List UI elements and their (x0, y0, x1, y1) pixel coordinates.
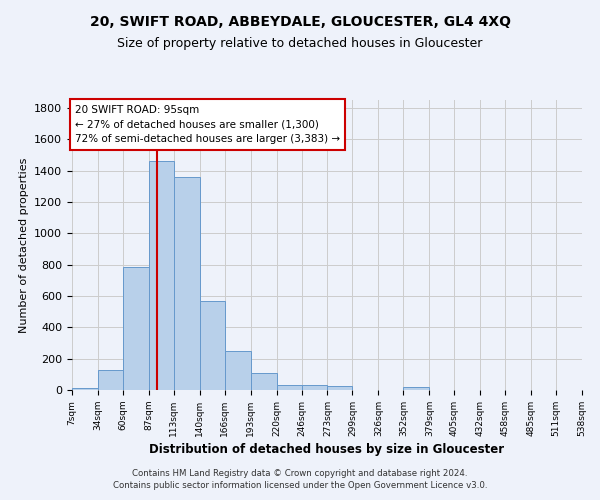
Text: Contains HM Land Registry data © Crown copyright and database right 2024.: Contains HM Land Registry data © Crown c… (132, 468, 468, 477)
Bar (174, 177, 200, 390)
Bar (251, 373, 277, 390)
Bar (149, 161, 174, 390)
Bar (123, 267, 149, 390)
Y-axis label: Number of detached properties: Number of detached properties (19, 158, 29, 332)
Bar (200, 302, 225, 390)
Text: Distribution of detached houses by size in Gloucester: Distribution of detached houses by size … (149, 442, 505, 456)
Bar (328, 386, 352, 390)
Bar (225, 351, 251, 390)
Text: Contains public sector information licensed under the Open Government Licence v3: Contains public sector information licen… (113, 481, 487, 490)
Text: 20, SWIFT ROAD, ABBEYDALE, GLOUCESTER, GL4 4XQ: 20, SWIFT ROAD, ABBEYDALE, GLOUCESTER, G… (89, 15, 511, 29)
Text: 20 SWIFT ROAD: 95sqm
← 27% of detached houses are smaller (1,300)
72% of semi-de: 20 SWIFT ROAD: 95sqm ← 27% of detached h… (75, 104, 340, 144)
Bar (302, 386, 328, 390)
Text: Size of property relative to detached houses in Gloucester: Size of property relative to detached ho… (118, 38, 482, 51)
Bar (403, 387, 429, 390)
Bar (72, 388, 98, 390)
Bar (277, 384, 302, 390)
Bar (98, 370, 123, 390)
